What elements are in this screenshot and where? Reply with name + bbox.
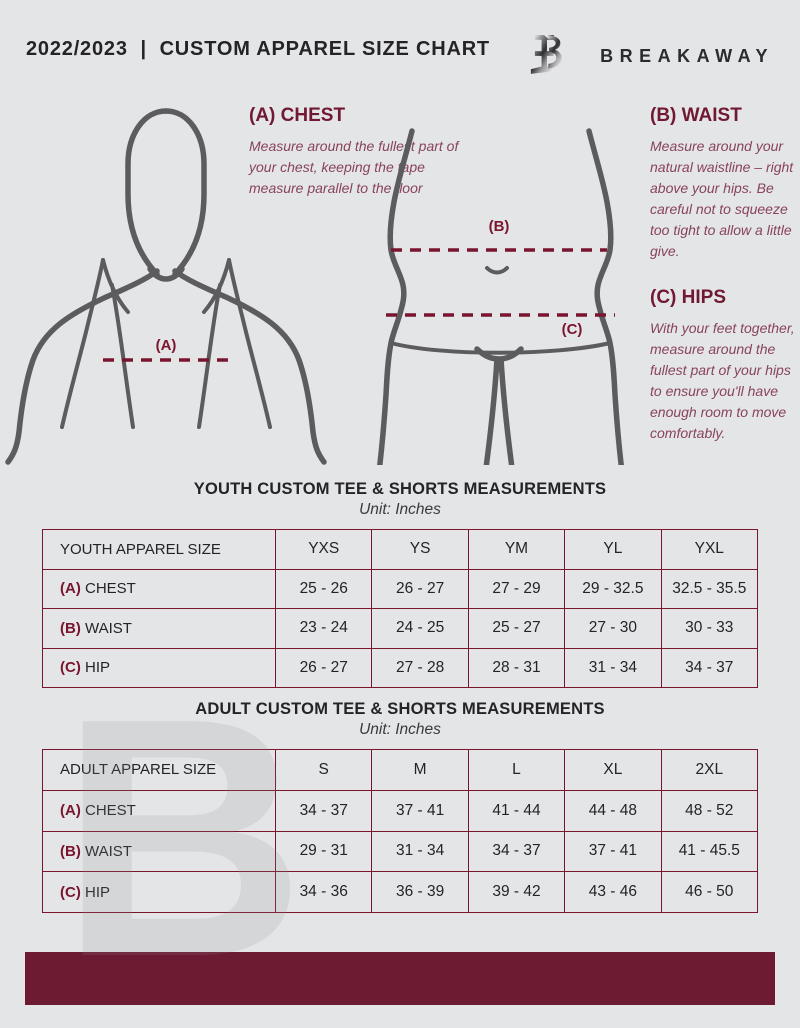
svg-text:(A): (A) (156, 337, 177, 354)
svg-text:(B): (B) (489, 218, 510, 235)
svg-text:(C): (C) (562, 321, 583, 338)
svg-text:B: B (60, 685, 306, 985)
